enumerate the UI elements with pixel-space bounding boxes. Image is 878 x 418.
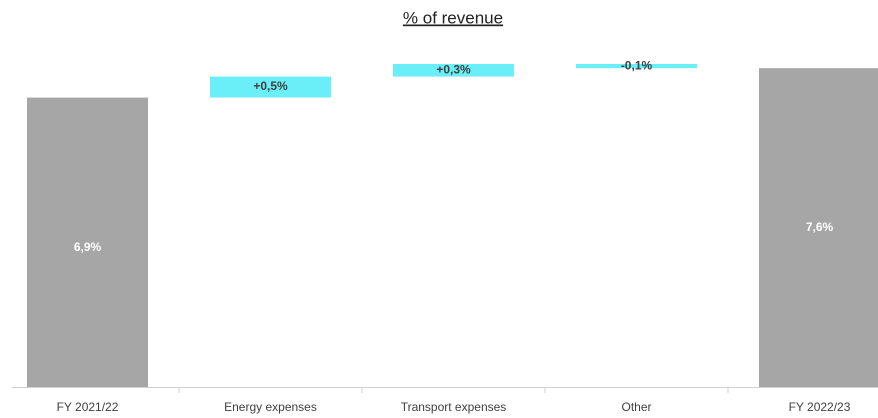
- x-tick-label: Other: [621, 400, 651, 414]
- x-tick-label: FY 2021/22: [57, 400, 119, 414]
- bar: [210, 76, 331, 98]
- x-tick-label: FY 2022/23: [789, 400, 851, 414]
- bar: [393, 64, 514, 77]
- bar: [27, 97, 148, 387]
- bar: [759, 68, 878, 388]
- value-label: 6,9%: [74, 240, 102, 254]
- value-label: 7,6%: [806, 220, 834, 234]
- bar: [576, 64, 697, 69]
- value-label: +0,3%: [436, 62, 471, 76]
- chart-title: % of revenue: [403, 8, 503, 27]
- value-label: +0,5%: [253, 79, 288, 93]
- x-tick-label: Transport expenses: [401, 400, 507, 414]
- x-tick-label: Energy expenses: [224, 400, 317, 414]
- value-label: -0,1%: [621, 58, 653, 72]
